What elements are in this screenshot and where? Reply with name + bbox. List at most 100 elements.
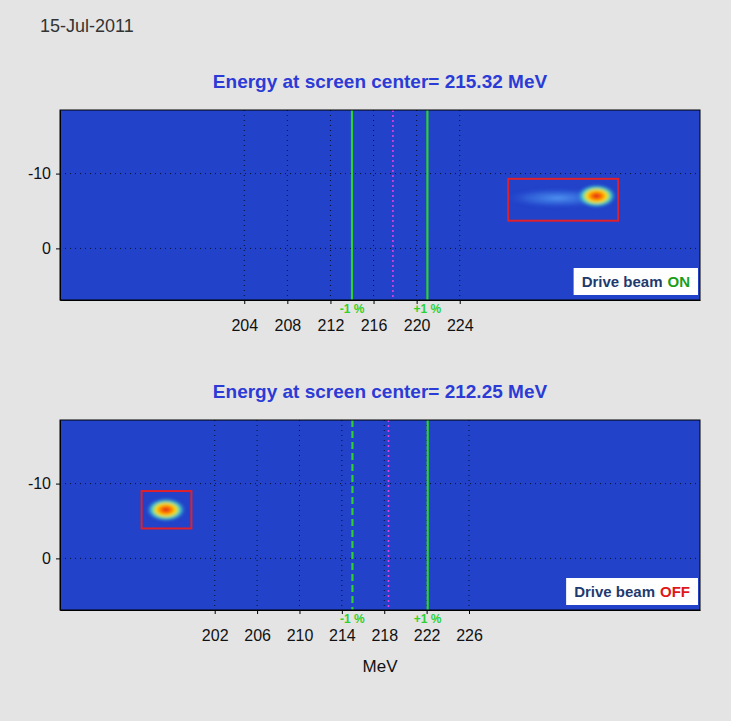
tick: 206	[244, 610, 271, 644]
plot-frame	[60, 110, 700, 300]
screen-background	[60, 420, 700, 610]
tick-mark	[56, 558, 60, 559]
grid-line	[341, 420, 342, 610]
tick-label: 0	[42, 240, 51, 257]
tick-label: 222	[414, 627, 441, 644]
page-background	[0, 0, 731, 721]
tick-label: -10	[28, 165, 51, 182]
tick: 216	[361, 300, 388, 334]
grid-line	[244, 110, 245, 300]
panel: Energy at screen center= 215.32 MeV-1 %+…	[28, 71, 701, 334]
annotation-text: Drive beam ON	[582, 273, 690, 290]
tick: 212	[318, 300, 345, 334]
beam-spot	[146, 498, 186, 522]
y-axis: -10 0	[28, 111, 61, 301]
tick-mark	[469, 610, 470, 614]
axis-title: MeV	[363, 657, 399, 676]
tick: 214	[329, 610, 356, 644]
y-axis: -10 0	[28, 421, 61, 611]
annotation-box	[566, 578, 698, 605]
region-box	[142, 491, 192, 528]
grid-line	[287, 110, 288, 300]
annotation-text: Drive beam OFF	[574, 583, 690, 600]
energy-marker	[426, 110, 428, 300]
energy-marker	[351, 420, 353, 610]
grid-line	[416, 110, 417, 300]
grid-line	[299, 420, 300, 610]
energy-marker	[392, 110, 394, 300]
tick: 224	[447, 300, 474, 334]
plot-area	[60, 420, 700, 610]
tick-label: 202	[202, 627, 229, 644]
region-box	[508, 179, 618, 221]
energy-marker	[351, 110, 353, 300]
grid-line	[426, 420, 427, 610]
marker-label: -1 %	[340, 612, 365, 626]
tick-mark	[427, 610, 428, 614]
tick: 202	[202, 610, 229, 644]
beam-spot	[577, 184, 617, 208]
tick-mark	[374, 300, 375, 304]
grid-line	[257, 420, 258, 610]
tick: 204	[231, 300, 258, 334]
tick-label: 208	[274, 317, 301, 334]
energy-marker	[427, 420, 429, 610]
tick-mark	[56, 248, 60, 249]
energy-marker	[388, 420, 390, 610]
tick-label: 206	[244, 627, 271, 644]
tick-label: 224	[447, 317, 474, 334]
tick-mark	[342, 610, 343, 614]
tick-mark	[330, 300, 331, 304]
tick-label: -10	[28, 475, 51, 492]
annotation-state: OFF	[660, 583, 690, 600]
panel: Energy at screen center= 212.25 MeV-1 %+…	[28, 381, 701, 676]
figure: 15-Jul-2011 Energy at screen center= 215.…	[0, 0, 731, 721]
annotation-state: ON	[668, 273, 691, 290]
title: Energy at screen center= 212.25 MeV	[213, 381, 548, 402]
tick-mark	[244, 300, 245, 304]
plot-frame	[60, 420, 700, 610]
grid-line	[469, 420, 470, 610]
tick: 208	[274, 300, 301, 334]
tick-mark	[287, 300, 288, 304]
tick: -10	[28, 165, 60, 182]
tick-label: 210	[287, 627, 314, 644]
axis-line	[60, 421, 61, 611]
tick-label: 0	[42, 550, 51, 567]
marker-label: +1 %	[414, 302, 442, 316]
tick-label: 204	[231, 317, 258, 334]
tick-label: 214	[329, 627, 356, 644]
grid-line	[60, 173, 700, 174]
grid-line	[384, 420, 385, 610]
date: 15-Jul-2011	[40, 16, 134, 36]
annotation: Drive beam ON	[574, 268, 698, 295]
tick-mark	[56, 174, 60, 175]
grid-line	[459, 110, 460, 300]
tick-mark	[417, 300, 418, 304]
tick-mark	[384, 610, 385, 614]
tick-label: 226	[456, 627, 483, 644]
annotation-box	[574, 268, 698, 295]
tick-label: 212	[318, 317, 345, 334]
tick-mark	[460, 300, 461, 304]
tick-mark	[215, 610, 216, 614]
tick-mark	[299, 610, 300, 614]
screen-background	[60, 110, 700, 300]
annotation-label: Drive beam	[582, 273, 663, 290]
grid-line	[60, 248, 700, 249]
grid-line	[373, 110, 374, 300]
axis-line	[60, 111, 61, 301]
axis-line	[61, 610, 701, 611]
tick-label: 220	[404, 317, 431, 334]
x-axis: 202206210214218222226	[61, 610, 701, 644]
plot-area	[60, 110, 700, 300]
x-axis: 204 208 212 216 220 224	[61, 300, 701, 334]
annotation-label: Drive beam	[574, 583, 655, 600]
tick: 222	[414, 610, 441, 644]
tick: 210	[287, 610, 314, 644]
tick-label: 216	[361, 317, 388, 334]
tick: 220	[404, 300, 431, 334]
grid-line	[60, 483, 700, 484]
annotation: Drive beam OFF	[566, 578, 698, 605]
grid-line	[214, 420, 215, 610]
